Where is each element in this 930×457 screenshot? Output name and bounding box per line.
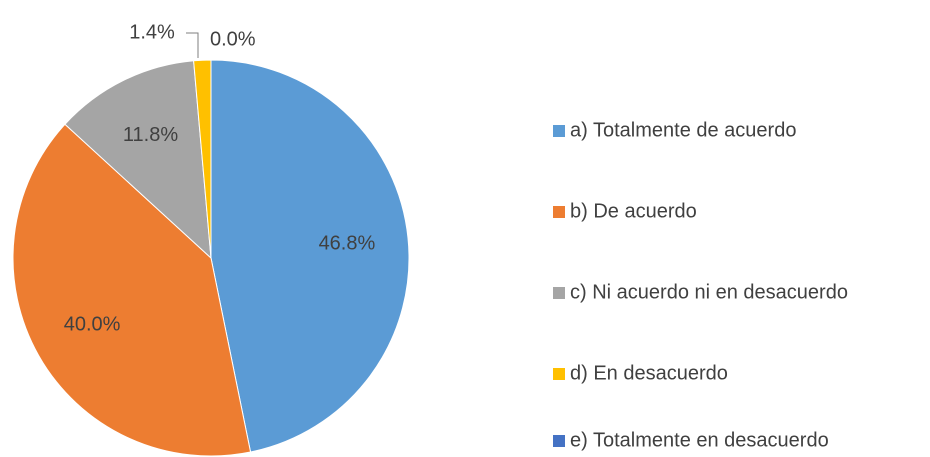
legend-label: b) De acuerdo: [570, 200, 697, 222]
data-label: 1.4%: [129, 21, 175, 43]
legend-swatch: [553, 206, 565, 218]
leader-line: [186, 32, 199, 58]
data-label: 46.8%: [319, 233, 376, 255]
legend-swatch: [553, 125, 565, 137]
legend-swatch: [553, 287, 565, 299]
legend-label: c) Ni acuerdo ni en desacuerdo: [570, 281, 848, 303]
data-label: 40.0%: [64, 314, 121, 336]
legend-label: d) En desacuerdo: [570, 362, 728, 384]
legend-swatch: [553, 368, 565, 380]
legend-swatch: [553, 435, 565, 447]
pie-slice: [193, 59, 212, 259]
legend-label: a) Totalmente de acuerdo: [570, 119, 796, 141]
data-label: 0.0%: [210, 28, 256, 50]
pie-slice: [12, 123, 252, 457]
data-label: 11.8%: [123, 124, 178, 146]
pie-slice: [64, 60, 212, 260]
pie-slice: [210, 59, 410, 453]
legend-label: e) Totalmente en desacuerdo: [570, 429, 829, 451]
